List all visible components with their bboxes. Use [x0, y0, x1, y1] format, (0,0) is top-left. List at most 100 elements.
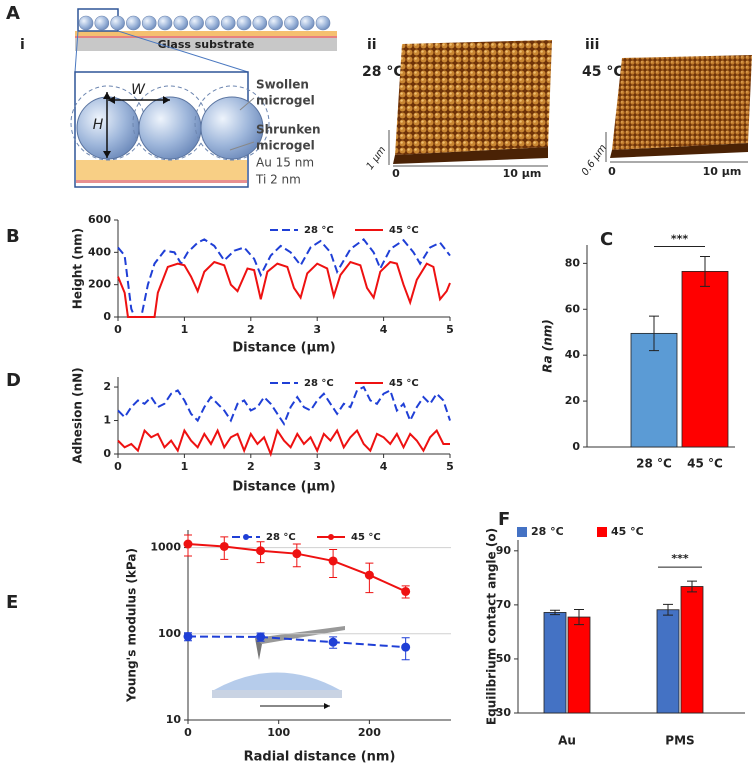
microgel — [299, 15, 315, 31]
bar — [656, 609, 680, 714]
microgel — [76, 96, 140, 160]
point — [364, 570, 374, 580]
point — [219, 541, 229, 551]
y-axis-label: Height (nm) — [71, 228, 85, 309]
y-tick-label: 0 — [103, 447, 111, 460]
bar — [567, 616, 591, 714]
panel-label: D — [6, 370, 21, 391]
y-tick-label: 0 — [572, 440, 580, 453]
x-end-label: 10 µm — [503, 167, 542, 180]
x-tick-label: 28 °C — [636, 457, 672, 471]
afm-image — [612, 55, 752, 150]
error-bar — [687, 580, 697, 593]
microgel — [252, 15, 268, 31]
afm-cartoon — [212, 626, 345, 709]
y-axis-label: Adhesion (nN) — [71, 367, 85, 463]
legend-marker — [243, 534, 249, 540]
x-tick-label: 4 — [380, 323, 388, 336]
tip — [255, 638, 262, 660]
afm-image — [395, 40, 552, 155]
sub-label: iii — [585, 37, 599, 53]
legend-label: 45 °C — [351, 532, 381, 543]
x-start-label: 0 — [392, 167, 400, 180]
swollen-label: microgel — [256, 94, 315, 108]
substrate — [212, 690, 342, 698]
legend-label: 28 °C — [304, 225, 334, 236]
substrate-label: Glass substrate — [158, 38, 255, 51]
legend-swatch — [517, 527, 527, 537]
error-bar — [649, 315, 659, 352]
series-line — [117, 428, 450, 458]
microgel-cartoon — [214, 672, 340, 690]
arrow-head — [324, 703, 330, 709]
y-tick-label: 1 — [103, 414, 111, 427]
x-tick-label: Au — [558, 734, 576, 748]
pointer — [229, 141, 255, 151]
z-label: 1 µm — [365, 144, 389, 172]
microgel — [78, 15, 94, 31]
point — [256, 546, 266, 556]
panel-label: E — [6, 592, 18, 613]
panel-labels: A B C D E F — [6, 3, 613, 613]
microgel — [284, 15, 299, 31]
y-tick-label: 10 — [166, 713, 182, 726]
swollen-outline — [194, 85, 270, 161]
chart: 0 20 40 60 80 Ra (nm) 28 °C 45 °C *** — [541, 232, 735, 471]
legend-swatch — [597, 527, 607, 537]
bar — [543, 612, 567, 714]
y-tick-label: 60 — [565, 302, 581, 315]
point — [401, 586, 411, 596]
microgel — [110, 15, 125, 31]
x-end-label: 10 µm — [703, 165, 742, 178]
annotation: *** — [671, 552, 689, 565]
x-tick-label: 1 — [181, 460, 189, 473]
y-tick-label: 200 — [88, 278, 111, 291]
x-axis-label: Radial distance (nm) — [244, 750, 396, 763]
y-tick-label: 2 — [103, 380, 111, 393]
microgel — [141, 15, 157, 31]
sub-label: i — [20, 37, 25, 53]
x-tick-label: 0 — [184, 726, 192, 739]
shrunken-label: microgel — [256, 139, 315, 153]
microgel — [94, 15, 110, 31]
y-tick-label: 80 — [565, 256, 581, 269]
y-axis-label: Ra (nm) — [541, 319, 555, 373]
microgel — [189, 15, 204, 31]
series-line — [187, 635, 406, 649]
width-symbol: W — [131, 82, 146, 98]
ti-layer — [75, 36, 337, 38]
x-tick-label: 45 °C — [687, 457, 723, 471]
panel-label: C — [600, 229, 613, 250]
legend-label: 45 °C — [389, 378, 419, 389]
pointer — [239, 97, 255, 111]
panel-label: F — [498, 509, 510, 530]
x-axis-label: Distance (µm) — [232, 480, 335, 495]
x-tick-label: 5 — [446, 460, 454, 473]
x-start-label: 0 — [608, 165, 616, 178]
zoom-line — [117, 30, 249, 73]
y-tick-label: 30 — [496, 706, 512, 719]
glass — [75, 38, 337, 51]
y-tick-label: 600 — [88, 213, 111, 226]
legend-marker — [328, 534, 334, 540]
series-line — [117, 385, 451, 427]
x-tick-label: 4 — [380, 460, 388, 473]
x-tick-label: 200 — [358, 726, 381, 739]
microgel — [200, 96, 264, 160]
y-tick-label: 0 — [103, 310, 111, 323]
y-axis-label: Equilibrium contact angle (o) — [485, 528, 499, 725]
x-axis-label: Distance (µm) — [232, 341, 335, 356]
point — [183, 539, 193, 549]
microgel — [173, 15, 189, 31]
series-line — [117, 260, 451, 318]
temperature-label: 28 °C — [362, 64, 404, 80]
error-bar — [663, 603, 673, 616]
shrunken-label: Shrunken — [256, 123, 321, 137]
legend-label: 45 °C — [611, 525, 644, 538]
z-label: 0.6 µm — [580, 143, 609, 178]
y-tick-label: 400 — [88, 245, 111, 258]
